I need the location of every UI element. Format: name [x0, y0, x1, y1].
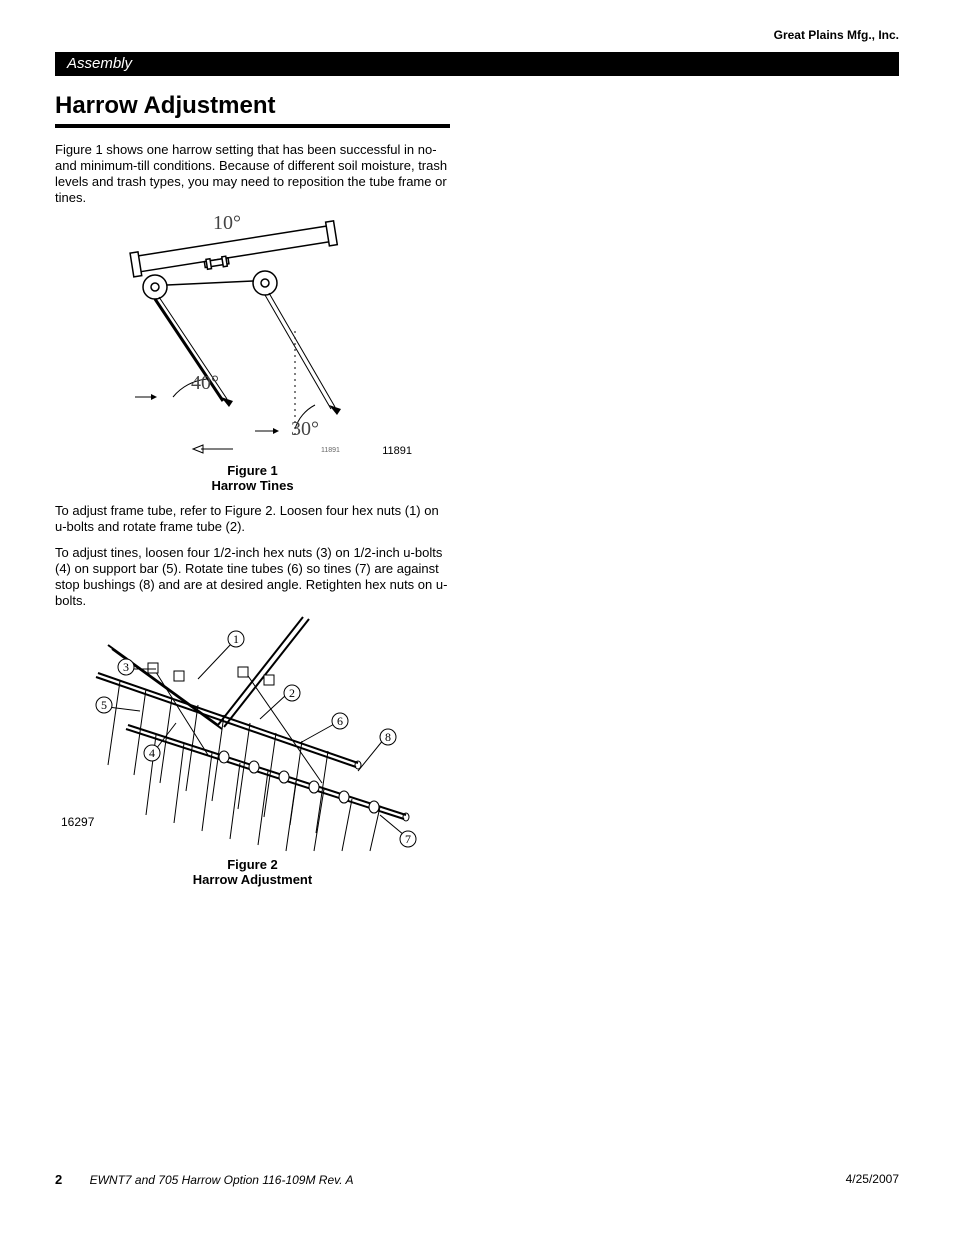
svg-text:30°: 30° [291, 418, 319, 440]
figure-2-title: Harrow Adjustment [55, 872, 450, 887]
svg-text:8: 8 [385, 730, 391, 744]
footer-doc-title: EWNT7 and 705 Harrow Option 116-109M Rev… [90, 1173, 354, 1187]
footer-page-number: 2 [55, 1172, 62, 1187]
footer-date: 4/25/2007 [846, 1172, 899, 1186]
svg-text:40°: 40° [191, 372, 219, 394]
svg-text:6: 6 [337, 714, 343, 728]
svg-text:5: 5 [101, 698, 107, 712]
svg-text:10°: 10° [213, 212, 241, 234]
figure-2-caption: Figure 2 [55, 857, 450, 872]
svg-text:1: 1 [233, 632, 239, 646]
section-label: Assembly [67, 55, 132, 72]
svg-text:3: 3 [123, 660, 129, 674]
paragraph-2: To adjust frame tube, refer to Figure 2.… [55, 503, 450, 535]
page-heading: Harrow Adjustment [55, 92, 475, 120]
svg-text:2: 2 [289, 686, 295, 700]
figure-2-diagram: 1 2 3 4 5 6 7 8 [68, 615, 438, 855]
figure-2-ref: 16297 [61, 815, 94, 829]
figure-1-ref: 11891 [382, 445, 412, 457]
svg-text:11891: 11891 [321, 447, 340, 454]
company-header: Great Plains Mfg., Inc. [774, 28, 899, 42]
figure-1-wrap: 10° 40° 30° 11891 11891 Figure 1 [55, 211, 450, 493]
paragraph-1: Figure 1 shows one harrow setting that h… [55, 142, 450, 205]
svg-text:4: 4 [149, 746, 155, 760]
page-footer: 2 EWNT7 and 705 Harrow Option 116-109M R… [55, 1172, 899, 1187]
figure-1-diagram: 10° 40° 30° 11891 [103, 211, 403, 461]
paragraph-3: To adjust tines, loosen four 1/2-inch he… [55, 545, 450, 608]
section-bar: Assembly [55, 52, 899, 76]
main-content: Harrow Adjustment Figure 1 shows one har… [55, 92, 475, 897]
figure-2-wrap: 1 2 3 4 5 6 7 8 16297 Figure 2 Harrow Ad… [55, 615, 450, 887]
heading-rule [55, 124, 450, 128]
figure-1-caption: Figure 1 [55, 463, 450, 478]
figure-1-title: Harrow Tines [55, 478, 450, 493]
svg-text:7: 7 [405, 832, 411, 846]
